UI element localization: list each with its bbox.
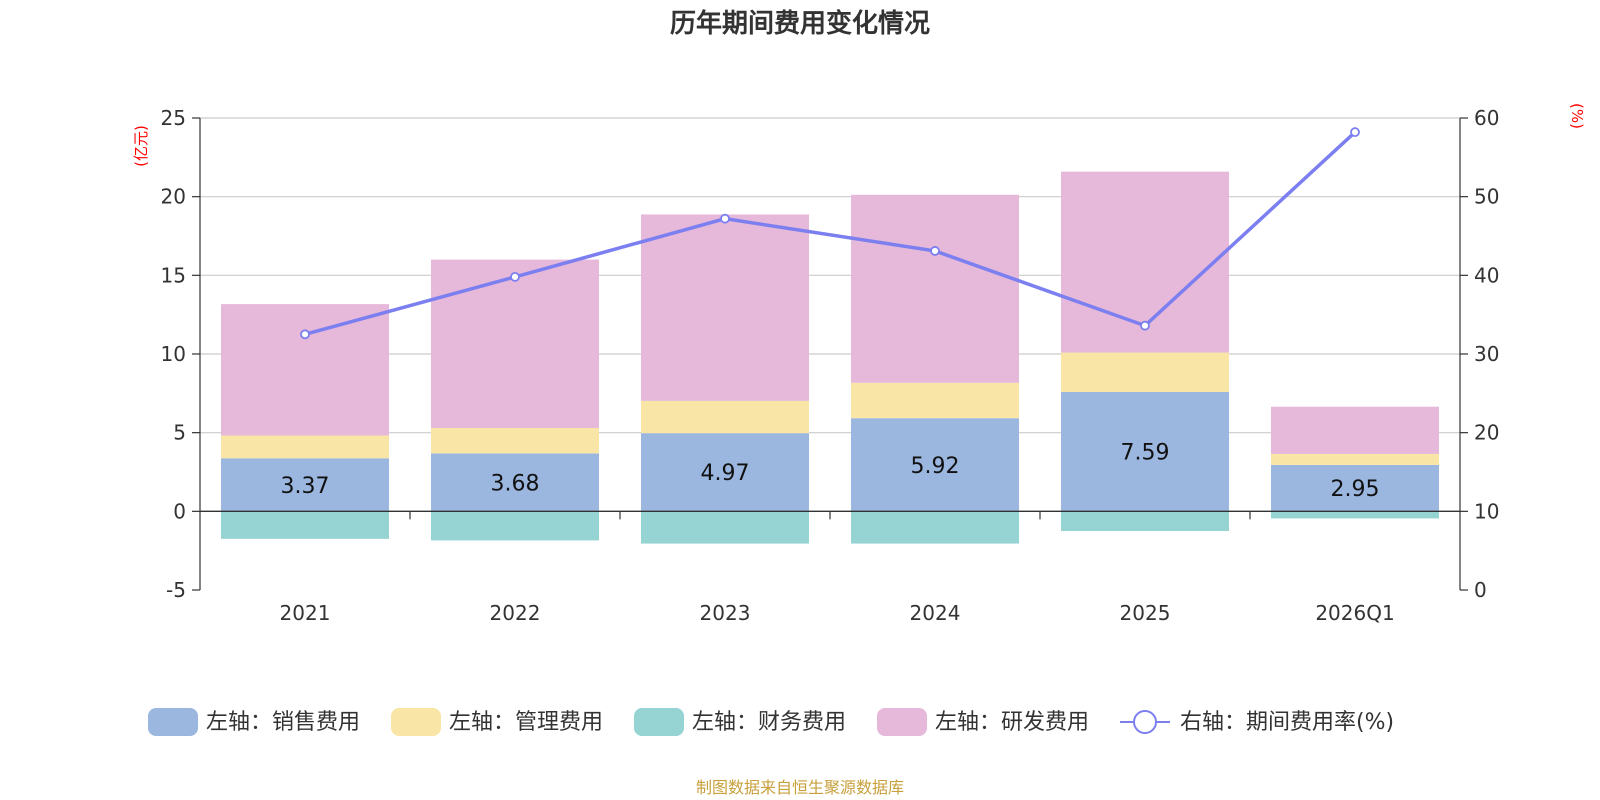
legend-label[interactable]: 左轴：研发费用: [935, 710, 1089, 735]
rate-line: [300, 127, 1360, 340]
bar-management[interactable]: [1061, 352, 1229, 392]
right-axis-unit: (%): [1568, 103, 1586, 129]
legend[interactable]: 左轴：销售费用 左轴：管理费用 左轴：财务费用 左轴：研发费用 右轴：期间费用率(%): [148, 708, 1394, 736]
chart-title: 历年期间费用变化情况: [670, 8, 930, 39]
legend-swatch[interactable]: [634, 708, 684, 736]
source-note: 制图数据来自恒生聚源数据库: [696, 778, 904, 797]
legend-swatch[interactable]: [877, 708, 927, 736]
data-labels: 3.37 3.68 4.97 5.92 7.59 2.95: [281, 441, 1380, 503]
right-tick-label: 0: [1474, 578, 1487, 602]
sales-data-label: 4.97: [701, 461, 750, 486]
left-tick-label: 15: [161, 263, 186, 287]
legend-label[interactable]: 左轴：管理费用: [449, 710, 603, 735]
bar-management[interactable]: [1271, 453, 1439, 465]
bar-management[interactable]: [431, 427, 599, 454]
left-tick-label: 25: [161, 106, 186, 130]
right-tick-label: 40: [1474, 263, 1499, 287]
bar-sales[interactable]: [1061, 391, 1229, 512]
bar-sales[interactable]: [641, 433, 809, 512]
x-tick-label: 2024: [910, 601, 961, 625]
left-tick-label: -5: [166, 578, 186, 602]
bar-management[interactable]: [851, 382, 1019, 419]
rate-point[interactable]: [300, 329, 310, 340]
x-tick-label: 2025: [1120, 601, 1171, 625]
rate-point[interactable]: [930, 246, 940, 256]
right-tick-label: 60: [1474, 106, 1499, 130]
bar-management[interactable]: [221, 435, 389, 459]
bar-rnd[interactable]: [431, 259, 599, 428]
legend-swatch[interactable]: [391, 708, 441, 736]
legend-label[interactable]: 左轴：财务费用: [692, 710, 846, 735]
sales-data-label: 3.68: [491, 471, 540, 496]
sales-data-label: 3.37: [281, 474, 330, 499]
bar-rnd[interactable]: [221, 304, 389, 436]
rate-point[interactable]: [1350, 127, 1360, 138]
x-tick-label: 2022: [490, 601, 541, 625]
bar-finance[interactable]: [1271, 511, 1439, 519]
bar-finance[interactable]: [1061, 511, 1229, 531]
rate-point[interactable]: [510, 272, 520, 282]
rate-point[interactable]: [1140, 320, 1150, 331]
x-tick-label: 2026Q1: [1315, 601, 1394, 625]
bar-finance[interactable]: [851, 511, 1019, 544]
bar-rnd[interactable]: [851, 194, 1019, 383]
sales-data-label: 2.95: [1331, 477, 1380, 502]
rate-point[interactable]: [720, 213, 730, 224]
right-tick-label: 30: [1474, 342, 1499, 366]
rate-series-line: [304, 130, 1357, 337]
bar-management[interactable]: [641, 400, 809, 434]
bar-sales[interactable]: [1271, 464, 1439, 512]
bar-sales[interactable]: [221, 458, 389, 512]
bar-rnd[interactable]: [1271, 406, 1439, 454]
legend-line-marker[interactable]: [1133, 710, 1157, 734]
legend-label[interactable]: 左轴：销售费用: [206, 710, 360, 735]
x-tick-label: 2023: [700, 601, 751, 625]
sales-data-label: 7.59: [1121, 441, 1170, 466]
right-tick-label: 10: [1474, 499, 1499, 523]
left-tick-label: 0: [173, 499, 186, 523]
left-axis-unit: (亿元): [132, 125, 150, 167]
left-tick-label: 10: [161, 342, 186, 366]
left-tick-label: 20: [161, 185, 186, 209]
legend-label[interactable]: 右轴：期间费用率(%): [1180, 710, 1394, 735]
bar-finance[interactable]: [431, 511, 599, 541]
bar-sales[interactable]: [851, 418, 1019, 512]
bar-rnd[interactable]: [641, 214, 809, 401]
legend-swatch[interactable]: [148, 708, 198, 736]
bar-finance[interactable]: [221, 511, 389, 539]
sales-data-label: 5.92: [911, 454, 960, 479]
left-tick-label: 5: [173, 421, 186, 445]
right-tick-label: 20: [1474, 421, 1499, 445]
x-tick-label: 2021: [280, 601, 331, 625]
right-tick-label: 50: [1474, 185, 1499, 209]
bar-sales[interactable]: [431, 453, 599, 512]
bars: [221, 171, 1439, 544]
bar-finance[interactable]: [641, 511, 809, 544]
